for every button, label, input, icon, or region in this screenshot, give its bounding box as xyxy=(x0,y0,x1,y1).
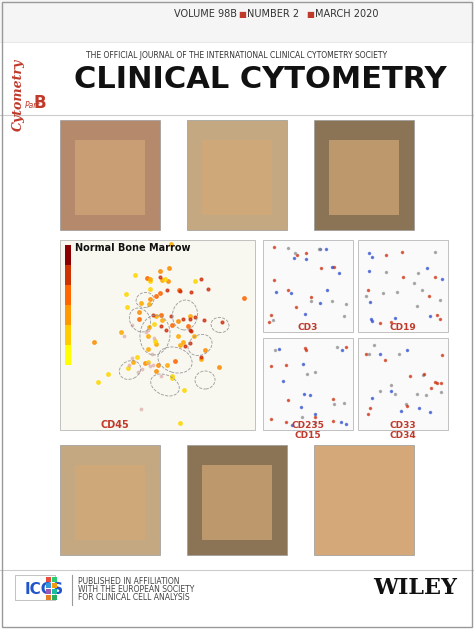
Bar xyxy=(187,445,287,555)
Bar xyxy=(52,589,57,594)
Text: ■: ■ xyxy=(238,9,246,18)
Bar xyxy=(52,583,57,588)
Text: CD45: CD45 xyxy=(100,420,129,430)
Bar xyxy=(358,338,448,430)
Bar xyxy=(60,120,160,230)
Text: CLINICAL CYTOMETRY: CLINICAL CYTOMETRY xyxy=(73,65,447,94)
Text: FOR CLINICAL CELL ANALYSIS: FOR CLINICAL CELL ANALYSIS xyxy=(78,594,190,603)
Bar xyxy=(60,445,160,555)
Text: CD235: CD235 xyxy=(292,421,324,430)
Text: Normal Bone Marrow: Normal Bone Marrow xyxy=(75,243,191,253)
Text: CD19: CD19 xyxy=(390,323,416,331)
Bar xyxy=(46,595,51,600)
Text: Part: Part xyxy=(24,101,40,109)
Bar xyxy=(329,140,399,215)
Text: CD34: CD34 xyxy=(390,430,416,440)
Bar xyxy=(46,589,51,594)
Bar xyxy=(263,240,353,332)
Text: Cytometry: Cytometry xyxy=(11,59,25,131)
Text: PUBLISHED IN AFFILIATION: PUBLISHED IN AFFILIATION xyxy=(78,577,180,586)
Text: CD15: CD15 xyxy=(295,430,321,440)
Bar xyxy=(75,140,145,215)
Bar xyxy=(329,465,399,540)
Bar xyxy=(15,575,55,600)
Bar xyxy=(46,577,51,582)
Bar xyxy=(65,305,71,325)
Bar xyxy=(263,338,353,430)
Bar xyxy=(202,465,272,540)
Bar xyxy=(52,595,57,600)
Text: WILEY: WILEY xyxy=(373,577,457,599)
Bar xyxy=(75,465,145,540)
Bar xyxy=(52,577,57,582)
Text: B: B xyxy=(34,94,46,112)
Bar xyxy=(314,120,414,230)
Bar xyxy=(187,120,287,230)
Text: THE OFFICIAL JOURNAL OF THE INTERNATIONAL CLINICAL CYTOMETRY SOCIETY: THE OFFICIAL JOURNAL OF THE INTERNATIONA… xyxy=(86,50,388,60)
Text: CD33: CD33 xyxy=(390,421,416,430)
Text: ICCS: ICCS xyxy=(25,581,64,596)
Text: ■: ■ xyxy=(306,9,314,18)
Text: CD3: CD3 xyxy=(298,323,318,331)
Bar xyxy=(65,325,71,345)
Bar xyxy=(202,140,272,215)
Bar xyxy=(65,265,71,285)
Text: MARCH 2020: MARCH 2020 xyxy=(315,9,379,19)
Bar xyxy=(358,240,448,332)
Text: VOLUME 98B: VOLUME 98B xyxy=(174,9,237,19)
Bar xyxy=(314,445,414,555)
Text: WITH THE EUROPEAN SOCIETY: WITH THE EUROPEAN SOCIETY xyxy=(78,586,194,594)
Bar xyxy=(65,245,71,265)
Bar xyxy=(0,0,474,42)
Bar xyxy=(65,345,71,365)
Text: NUMBER 2: NUMBER 2 xyxy=(247,9,299,19)
Bar xyxy=(46,583,51,588)
Bar xyxy=(60,240,255,430)
Bar xyxy=(65,285,71,305)
